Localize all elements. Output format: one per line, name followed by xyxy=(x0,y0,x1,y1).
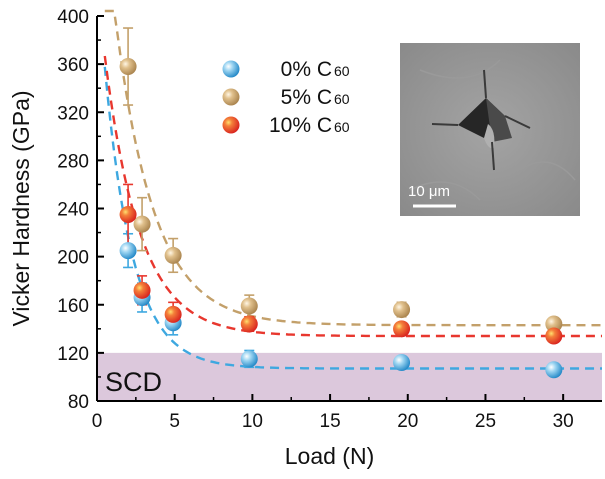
data-point-series-1 xyxy=(393,301,411,319)
y-tick-label: 120 xyxy=(57,344,89,365)
legend-subscript-series-1: 60 xyxy=(334,91,350,107)
data-point-series-0 xyxy=(393,354,411,371)
legend-label-series-0: 0% C xyxy=(281,58,332,81)
data-point-series-2 xyxy=(164,305,182,323)
data-point-series-0 xyxy=(240,350,258,368)
data-point-series-2 xyxy=(119,206,137,224)
fit-curve-series-0 xyxy=(103,66,602,370)
data-point-series-1 xyxy=(119,58,137,76)
legend-marker-series-0 xyxy=(222,60,240,78)
data-point-series-1 xyxy=(133,215,151,233)
legend-label-series-1: 5% C xyxy=(281,86,332,109)
legend-subscript-series-2: 60 xyxy=(334,119,350,135)
x-tick-label: 30 xyxy=(553,411,574,432)
data-point-series-2 xyxy=(133,281,151,299)
y-tick-label: 80 xyxy=(68,392,89,413)
x-tick-label: 10 xyxy=(242,411,263,432)
x-axis-title: Load (N) xyxy=(285,443,374,469)
x-tick-label: 15 xyxy=(320,411,341,432)
legend-label-series-2: 10% C xyxy=(269,114,332,137)
scd-region-label: SCD xyxy=(105,367,162,397)
y-tick-label: 400 xyxy=(57,7,89,28)
x-tick-label: 25 xyxy=(475,411,496,432)
axes: 0 5 10 15 20 25 30 80 120 160 200 240 280 320 360 400 xyxy=(57,7,602,432)
fit-curve-series-2 xyxy=(103,55,602,338)
x-tick-label: 20 xyxy=(397,411,418,432)
data-point-series-0 xyxy=(119,242,137,260)
y-tick-label: 200 xyxy=(57,248,89,269)
data-point-series-0 xyxy=(545,361,563,379)
x-tick-label: 5 xyxy=(169,411,180,432)
indentation-micrograph: 10 μm xyxy=(400,43,580,216)
data-point-series-1 xyxy=(164,246,182,264)
fit-curve-series-1 xyxy=(104,9,602,327)
data-point-series-1 xyxy=(545,315,563,333)
data-point-series-1 xyxy=(240,297,258,315)
legend-marker-series-1 xyxy=(222,88,240,106)
y-axis-title: Vicker Hardness (GPa) xyxy=(8,90,34,326)
y-tick-label: 160 xyxy=(57,296,89,317)
data-point-series-2 xyxy=(393,320,411,338)
legend-marker-series-2 xyxy=(222,116,240,134)
y-tick-label: 240 xyxy=(57,200,89,221)
x-tick-label: 0 xyxy=(92,411,103,432)
y-tick-label: 280 xyxy=(57,151,89,172)
data-point-series-2 xyxy=(545,327,563,345)
y-tick-label: 360 xyxy=(57,55,89,76)
scd-region xyxy=(97,352,602,401)
y-tick-label: 320 xyxy=(57,103,89,124)
data-point-series-2 xyxy=(240,315,258,333)
legend-subscript-series-0: 60 xyxy=(334,63,350,79)
scale-bar-label: 10 μm xyxy=(408,183,450,200)
